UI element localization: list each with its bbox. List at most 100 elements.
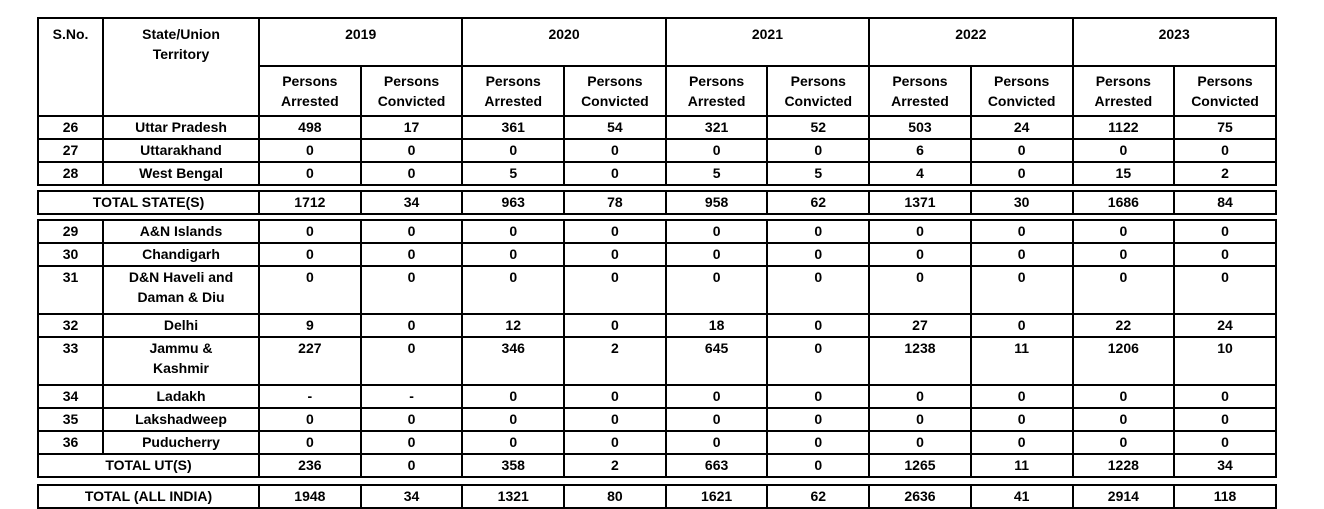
cell-sno: 33 xyxy=(37,336,104,386)
cell-sno: 27 xyxy=(37,138,104,163)
cell-value: 54 xyxy=(563,115,667,140)
cell-value: 1206 xyxy=(1071,336,1176,386)
cell-value: 0 xyxy=(969,219,1074,244)
cell-state-name: A&N Islands xyxy=(102,219,260,244)
cell-sno: 34 xyxy=(37,384,104,409)
cell-value: 0 xyxy=(563,407,667,432)
cell-value: 0 xyxy=(461,265,566,315)
cell-value: 227 xyxy=(258,336,362,386)
cell-value: 118 xyxy=(1173,484,1277,509)
table-row-chandigarh: 30 Chandigarh 0 0 0 0 0 0 0 0 0 0 xyxy=(37,242,1277,267)
cell-value: 0 xyxy=(1173,138,1277,163)
header-persons-convicted-2021: Persons Convicted xyxy=(766,65,871,117)
total-all-india-table: TOTAL (ALL INDIA) 1948 34 1321 80 1621 6… xyxy=(36,484,1277,509)
cell-value: 0 xyxy=(1173,407,1277,432)
header-persons-arrested-2022: Persons Arrested xyxy=(868,65,972,117)
cell-value: 6 xyxy=(868,138,972,163)
cell-value: - xyxy=(258,384,362,409)
cell-value: 2 xyxy=(1173,161,1277,186)
cell-value: 0 xyxy=(563,138,667,163)
cell-sno: 32 xyxy=(37,313,104,338)
cell-value: 1238 xyxy=(868,336,972,386)
cell-value: 503 xyxy=(868,115,972,140)
cell-value: 321 xyxy=(664,115,769,140)
table-row-total-all-india: TOTAL (ALL INDIA) 1948 34 1321 80 1621 6… xyxy=(36,484,1277,509)
cell-value: 0 xyxy=(1071,219,1176,244)
cell-value: 0 xyxy=(258,430,362,455)
cell-state-name: West Bengal xyxy=(102,161,260,186)
cell-value: 17 xyxy=(359,115,464,140)
cell-value: 0 xyxy=(461,384,566,409)
header-and-state-rows-table: S.No. State/Union Territory 2019 2020 20… xyxy=(37,17,1277,186)
cell-value: 1371 xyxy=(868,190,972,215)
cell-sno: 35 xyxy=(37,407,104,432)
cell-value: 663 xyxy=(664,453,769,478)
cell-value: 0 xyxy=(359,453,464,478)
cell-value: 0 xyxy=(461,407,566,432)
cell-state-name: Uttarakhand xyxy=(102,138,260,163)
header-year-2021: 2021 xyxy=(664,17,871,67)
cell-value: 1621 xyxy=(664,484,769,509)
table-row-west-bengal: 28 West Bengal 0 0 5 0 5 5 4 0 15 2 xyxy=(37,161,1277,186)
cell-value: 0 xyxy=(969,265,1074,315)
header-persons-convicted-2020: Persons Convicted xyxy=(563,65,667,117)
cell-value: 0 xyxy=(969,430,1074,455)
cell-value: 0 xyxy=(766,313,871,338)
cell-value: 2914 xyxy=(1071,484,1176,509)
cell-value: 0 xyxy=(563,313,667,338)
cell-value: 0 xyxy=(359,430,464,455)
table-row-delhi: 32 Delhi 9 0 12 0 18 0 27 0 22 24 xyxy=(37,313,1277,338)
cell-value: 0 xyxy=(969,384,1074,409)
table-row-uttar-pradesh: 26 Uttar Pradesh 498 17 361 54 321 52 50… xyxy=(37,115,1277,140)
cell-value: 5 xyxy=(766,161,871,186)
cell-sno: 36 xyxy=(37,430,104,455)
cell-value: 41 xyxy=(969,484,1074,509)
header-row-subcolumns: Persons Arrested Persons Convicted Perso… xyxy=(38,65,1277,117)
cell-value: 0 xyxy=(664,384,769,409)
cell-value: 0 xyxy=(258,138,362,163)
arrests-convictions-table: S.No. State/Union Territory 2019 2020 20… xyxy=(36,17,1277,509)
table-row-dn-haveli-daman-diu: 31 D&N Haveli and Daman & Diu 0 0 0 0 0 … xyxy=(37,265,1277,315)
cell-total-label: TOTAL (ALL INDIA) xyxy=(36,484,261,509)
header-persons-arrested-2021: Persons Arrested xyxy=(664,65,769,117)
cell-value: 18 xyxy=(664,313,769,338)
header-year-2020: 2020 xyxy=(461,17,667,67)
cell-value: 0 xyxy=(1071,384,1176,409)
cell-value: 0 xyxy=(969,138,1074,163)
cell-value: 0 xyxy=(563,384,667,409)
cell-value: 0 xyxy=(258,407,362,432)
cell-value: 0 xyxy=(563,265,667,315)
header-persons-convicted-2023: Persons Convicted xyxy=(1173,65,1277,117)
cell-value: 0 xyxy=(1071,430,1176,455)
cell-value: 0 xyxy=(563,430,667,455)
table-row-ladakh: 34 Ladakh - - 0 0 0 0 0 0 0 0 xyxy=(37,384,1277,409)
cell-value: 0 xyxy=(359,407,464,432)
cell-value: 0 xyxy=(868,265,972,315)
header-state-union-territory: State/Union Territory xyxy=(102,17,260,117)
cell-value: 0 xyxy=(258,242,362,267)
table-row-uttarakhand: 27 Uttarakhand 0 0 0 0 0 0 6 0 0 0 xyxy=(37,138,1277,163)
cell-value: 0 xyxy=(664,265,769,315)
cell-value: - xyxy=(359,384,464,409)
cell-value: 0 xyxy=(359,138,464,163)
cell-value: 84 xyxy=(1173,190,1277,215)
cell-value: 1122 xyxy=(1071,115,1176,140)
cell-value: 0 xyxy=(359,219,464,244)
cell-value: 0 xyxy=(868,430,972,455)
cell-sno: 28 xyxy=(37,161,104,186)
cell-value: 0 xyxy=(969,242,1074,267)
cell-value: 0 xyxy=(664,219,769,244)
cell-value: 0 xyxy=(258,219,362,244)
header-persons-arrested-2020: Persons Arrested xyxy=(461,65,566,117)
cell-value: 2 xyxy=(563,336,667,386)
cell-value: 0 xyxy=(359,265,464,315)
cell-state-name: Ladakh xyxy=(102,384,260,409)
table-row-an-islands: 29 A&N Islands 0 0 0 0 0 0 0 0 0 0 xyxy=(37,219,1277,244)
cell-value: 9 xyxy=(258,313,362,338)
cell-state-name: Uttar Pradesh xyxy=(102,115,260,140)
cell-value: 0 xyxy=(1071,242,1176,267)
cell-value: 34 xyxy=(359,484,464,509)
cell-value: 0 xyxy=(664,430,769,455)
cell-sno: 30 xyxy=(37,242,104,267)
header-persons-arrested-2023: Persons Arrested xyxy=(1071,65,1176,117)
